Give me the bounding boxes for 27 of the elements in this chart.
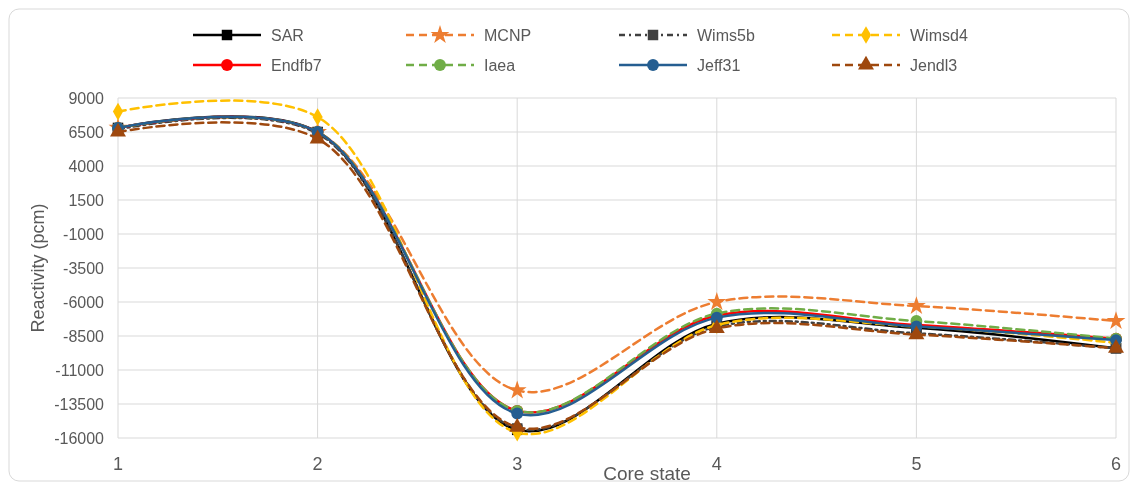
y-tick-label: -13500 [54,395,105,413]
x-tick-label: 2 [312,454,323,474]
legend-label: Iaea [484,56,516,74]
legend-label: MCNP [484,26,532,44]
legend-label: Wimsd4 [910,26,968,44]
y-tick-label: -3500 [63,259,105,277]
x-tick-label: 6 [1110,454,1122,474]
y-tick-label: 1500 [68,191,105,209]
legend-label: SAR [271,26,304,44]
legend-label: Wims5b [697,26,755,44]
y-tick-label: 9000 [68,89,105,107]
x-tick-label: 3 [512,454,523,474]
y-tick-label: 6500 [68,123,105,141]
x-tick-label: 4 [711,454,722,474]
y-tick-label: -6000 [63,293,105,311]
y-tick-label: -16000 [54,429,105,447]
x-axis-title: Core state [603,463,691,484]
legend-label: Endfb7 [271,56,322,74]
x-tick-label: 1 [112,454,124,474]
y-tick-label: -1000 [63,225,105,243]
legend-label: Jendl3 [910,56,958,74]
y-tick-label: 4000 [68,157,105,175]
y-axis-title: Reactivity (pcm) [28,203,48,333]
legend-label: Jeff31 [697,56,741,74]
y-tick-label: -11000 [55,361,105,379]
y-tick-label: -8500 [63,327,105,345]
x-tick-label: 5 [911,454,922,474]
